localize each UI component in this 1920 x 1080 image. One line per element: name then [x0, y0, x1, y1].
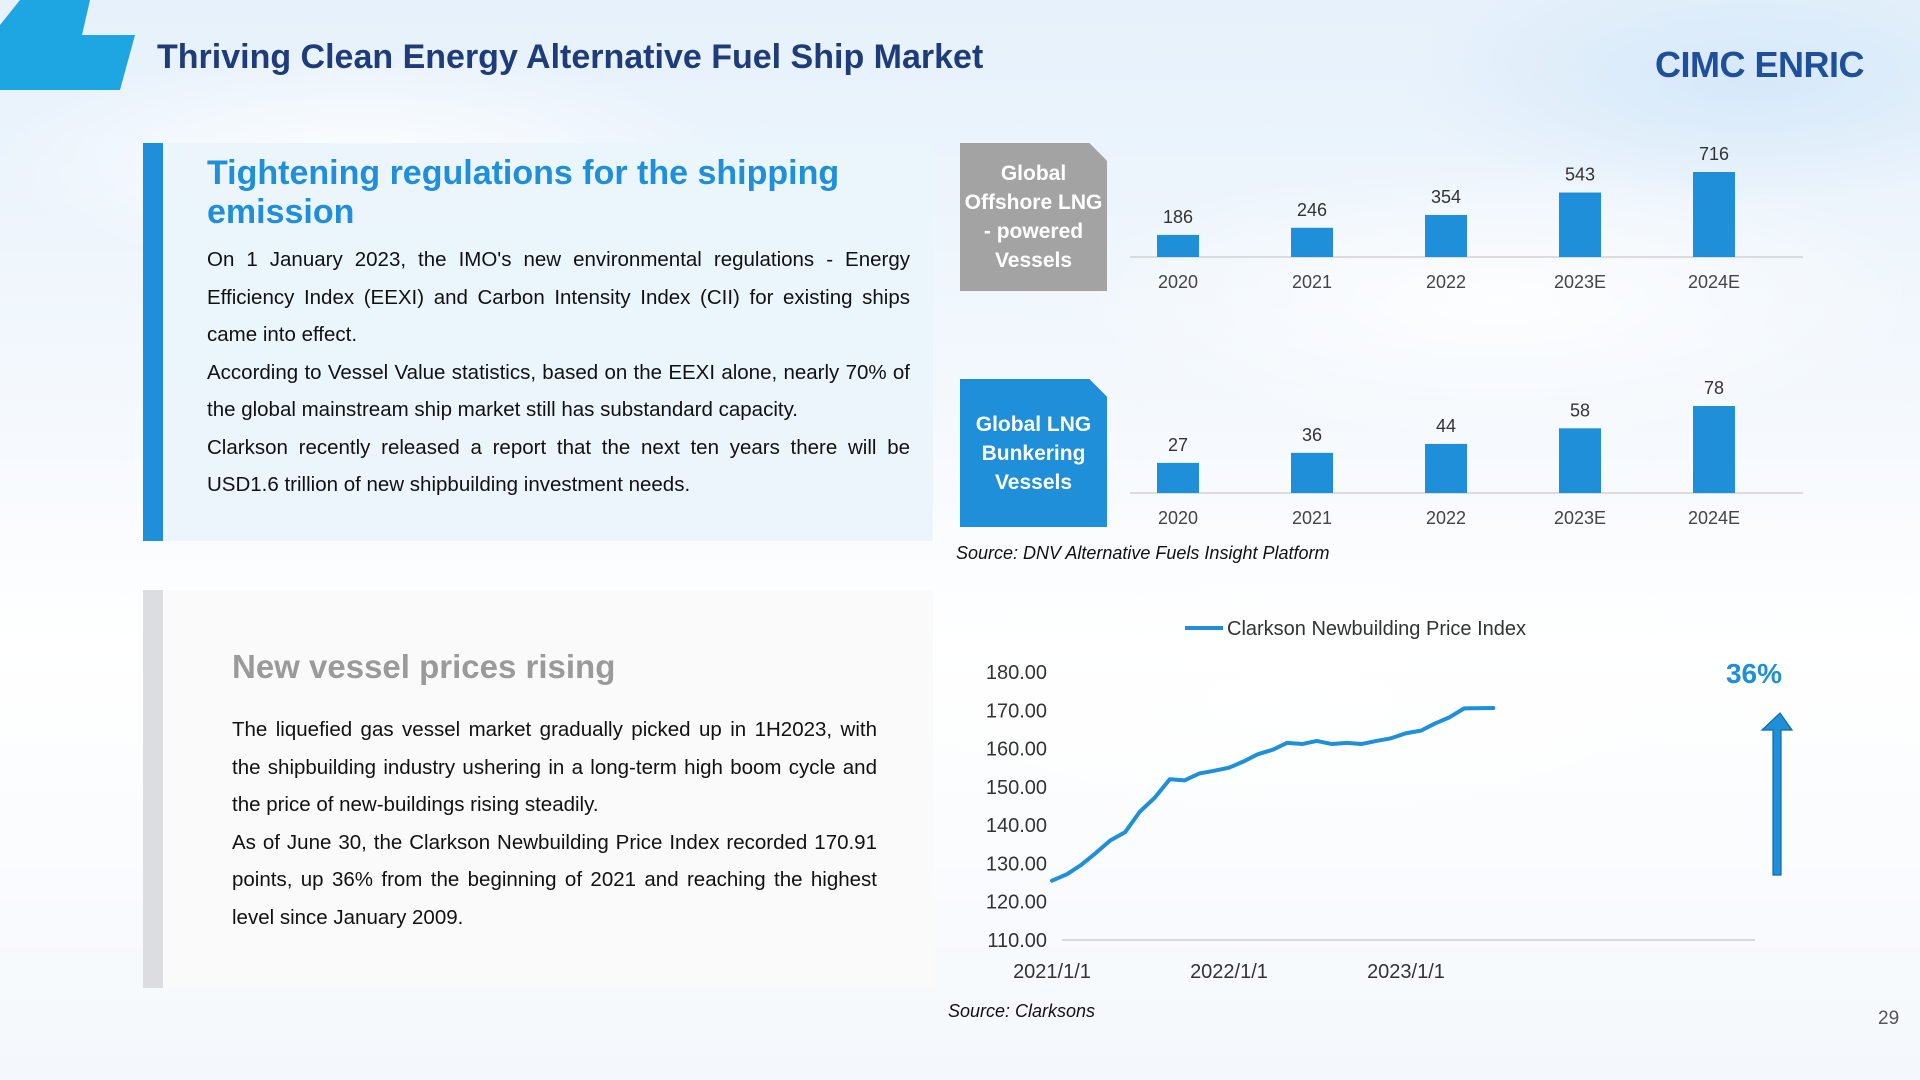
- header-accent-shape: [0, 0, 135, 90]
- line-chart-source: Source: Clarksons: [948, 1001, 1096, 1021]
- regulations-body: On 1 January 2023, the IMO's new environ…: [207, 241, 910, 504]
- y-tick-label: 140.00: [986, 815, 1047, 837]
- lng-bunkering-bar-chart: 27 2020 36 2021 44 2022 58 2023E 78 2024E: [1130, 378, 1803, 528]
- prices-heading: New vessel prices rising: [232, 648, 616, 685]
- y-tick-label: 180.00: [986, 662, 1047, 684]
- bar: [1559, 192, 1601, 257]
- bar: [1693, 406, 1735, 493]
- regulations-panel: [143, 143, 933, 541]
- x-tick-label: 2022/1/1: [1190, 961, 1268, 983]
- prices-paragraph: The liquefied gas vessel market graduall…: [232, 718, 877, 816]
- bar-value-label: 246: [1297, 200, 1327, 220]
- y-tick-label: 150.00: [986, 777, 1047, 799]
- bar-category-label: 2024E: [1688, 508, 1740, 528]
- bar-value-label: 716: [1699, 144, 1729, 164]
- bar-category-label: 2022: [1426, 272, 1466, 292]
- bar: [1157, 234, 1199, 257]
- panel-accent-bar: [143, 143, 163, 541]
- bar-category-label: 2024E: [1688, 272, 1740, 292]
- bar: [1291, 227, 1333, 257]
- page-title: Thriving Clean Energy Alternative Fuel S…: [157, 38, 984, 76]
- increase-annotation-label: 36%: [1726, 658, 1782, 689]
- bar-value-label: 58: [1570, 400, 1590, 420]
- bar-value-label: 78: [1704, 378, 1724, 398]
- bar-category-label: 2023E: [1554, 272, 1606, 292]
- x-tick-label: 2021/1/1: [1013, 961, 1091, 983]
- bar-value-label: 44: [1436, 416, 1456, 436]
- bar: [1157, 462, 1199, 493]
- company-logo: CIMC ENRIC: [1655, 44, 1865, 85]
- bar-category-label: 2023E: [1554, 508, 1606, 528]
- bar: [1291, 452, 1333, 493]
- lng-bunkering-chart-label: Global LNG Bunkering Vessels: [960, 379, 1107, 527]
- regulations-heading: Tightening regulations for the shipping …: [207, 154, 840, 231]
- y-tick-label: 160.00: [986, 739, 1047, 761]
- y-tick-label: 120.00: [986, 892, 1047, 914]
- bar-value-label: 354: [1431, 187, 1461, 207]
- bar: [1693, 172, 1735, 257]
- x-tick-label: 2023/1/1: [1367, 961, 1445, 983]
- offshore-lng-bar-chart: 186 2020 246 2021 354 2022 543 2023E 716 2024E: [1130, 144, 1803, 292]
- panel-accent-bar: [143, 590, 163, 988]
- increase-up-arrow: [1760, 712, 1794, 876]
- bar-category-label: 2021: [1292, 508, 1332, 528]
- price-index-line-chart: 180.00 170.00 160.00 150.00 140.00 130.00 120.…: [986, 618, 1794, 983]
- prices-paragraph: As of June 30, the Clarkson Newbuilding …: [232, 830, 877, 929]
- bar-value-label: 36: [1302, 425, 1322, 445]
- prices-panel: [143, 590, 933, 988]
- prices-body: The liquefied gas vessel market graduall…: [232, 711, 877, 936]
- bar-value-label: 27: [1168, 435, 1188, 455]
- bar-charts-source: Source: DNV Alternative Fuels Insight Pl…: [956, 543, 1330, 563]
- legend-label: Clarkson Newbuilding Price Index: [1227, 618, 1526, 640]
- bar-category-label: 2020: [1158, 508, 1198, 528]
- bar-value-label: 186: [1163, 207, 1193, 227]
- bar: [1559, 428, 1601, 493]
- bar: [1425, 443, 1467, 493]
- regulations-paragraph: According to Vessel Value statistics, ba…: [207, 360, 910, 422]
- y-tick-label: 110.00: [987, 930, 1047, 952]
- bar-category-label: 2021: [1292, 272, 1332, 292]
- y-tick-label: 170.00: [986, 700, 1047, 722]
- bar: [1425, 214, 1467, 257]
- y-tick-label: 130.00: [986, 853, 1047, 875]
- offshore-lng-chart-label: Global Offshore LNG - powered Vessels: [960, 143, 1107, 291]
- price-index-series-line: [1050, 706, 1496, 883]
- bar-value-label: 543: [1565, 165, 1595, 185]
- regulations-paragraph: On 1 January 2023, the IMO's new environ…: [207, 248, 910, 346]
- page-number: 29: [1878, 1008, 1900, 1029]
- bar-category-label: 2020: [1158, 272, 1198, 292]
- regulations-paragraph: Clarkson recently released a report that…: [207, 435, 910, 497]
- bar-category-label: 2022: [1426, 508, 1466, 528]
